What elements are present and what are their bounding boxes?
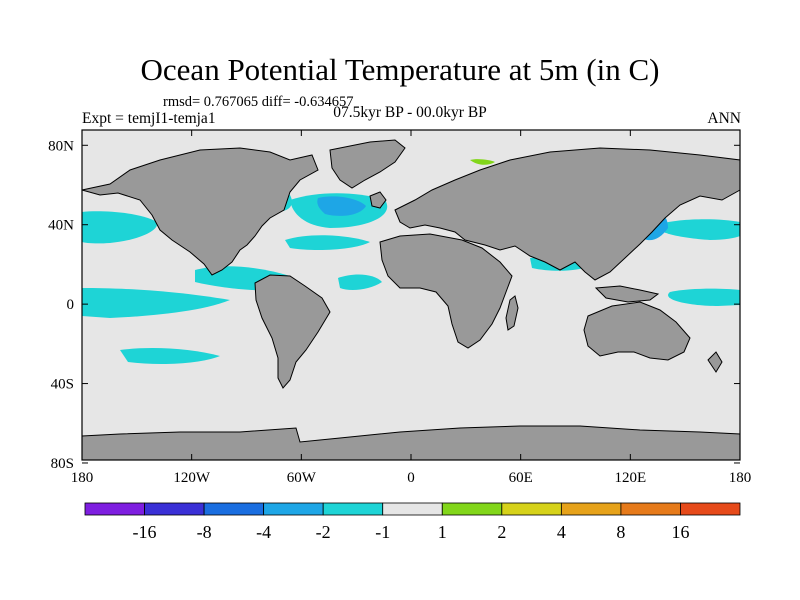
lat-tick-label: 80S (51, 456, 74, 472)
landmass-british-isles (369, 191, 387, 209)
colorbar-label: -2 (316, 522, 331, 542)
map-title: Ocean Potential Temperature at 5m (in C) (140, 52, 660, 87)
lat-tick-label: 40N (48, 218, 74, 234)
colorbar-swatch (382, 502, 443, 516)
landmass-north-america (81, 147, 319, 276)
season-label: ANN (707, 110, 741, 127)
latitude-axis: 80N 40N 0 40S 80S (48, 138, 740, 472)
lat-tick-label: 0 (67, 297, 75, 313)
anomaly-region-barents-warm (470, 159, 495, 165)
longitude-axis: 180 120W 60W 0 60E 120E 180 (71, 130, 752, 486)
map-panel: 80N 40N 0 40S 80S 180 120W 60W 0 60E 120E 180 (48, 129, 752, 486)
landmass-greenland (329, 139, 406, 189)
colorbar-label: 2 (497, 522, 506, 542)
colorbar-label: 1 (438, 522, 447, 542)
landmass-australia (583, 301, 691, 361)
landmass-new-zealand (707, 351, 723, 373)
colorbar-swatch (560, 502, 622, 516)
landmass-africa (379, 233, 513, 349)
lon-tick-label: 180 (729, 470, 752, 486)
lon-tick-label: 120W (173, 470, 211, 486)
land-masses (81, 139, 741, 461)
colorbar-swatch (441, 502, 503, 516)
colorbar-label: -1 (375, 522, 390, 542)
colorbar: -16 -8 -4 -2 -1 1 2 4 8 16 (84, 502, 741, 542)
landmass-madagascar (505, 295, 519, 331)
lat-tick-label: 80N (48, 138, 74, 154)
colorbar-swatch (620, 502, 681, 516)
landmass-eurasia (394, 147, 741, 281)
colorbar-label: -8 (197, 522, 212, 542)
anomaly-region-north-pacific-west (658, 219, 740, 240)
colorbar-label: 4 (557, 522, 566, 542)
experiment-label: Expt = temjI1-temja1 (82, 110, 216, 127)
colorbar-label: 8 (616, 522, 625, 542)
lon-tick-label: 120E (614, 470, 646, 486)
colorbar-label: 16 (671, 522, 689, 542)
colorbar-swatch (263, 502, 324, 516)
lat-tick-label: 40S (51, 377, 74, 393)
anomaly-region-atlantic-subtropics (285, 235, 370, 250)
colorbar-swatch (84, 502, 145, 516)
anomaly-region-south-pacific (120, 348, 220, 364)
landmass-south-america (254, 274, 331, 389)
period-label: 07.5kyr BP - 00.0kyr BP (333, 104, 487, 121)
stats-label: rmsd= 0.767065 diff= -0.634657 (163, 94, 354, 110)
colorbar-swatch (322, 502, 384, 516)
anomaly-region-north-pacific-east (82, 211, 158, 244)
anomaly-region-tropical-pacific-south (82, 288, 230, 318)
lon-tick-label: 60E (509, 470, 533, 486)
colorbar-swatch (203, 502, 265, 516)
colorbar-label: -4 (256, 522, 271, 542)
anomaly-region-western-pacific (668, 288, 740, 306)
colorbar-label: -16 (133, 522, 157, 542)
lon-tick-label: 60W (287, 470, 317, 486)
anomaly-region-north-atlantic-core (317, 196, 366, 216)
landmass-maritime-continent (594, 285, 660, 303)
lon-tick-label: 0 (407, 470, 415, 486)
anomaly-region-equatorial-atlantic (338, 274, 382, 290)
lon-tick-label: 180 (71, 470, 94, 486)
colorbar-swatch (144, 502, 205, 516)
colorbar-swatch (680, 502, 741, 516)
colorbar-swatch (501, 502, 562, 516)
